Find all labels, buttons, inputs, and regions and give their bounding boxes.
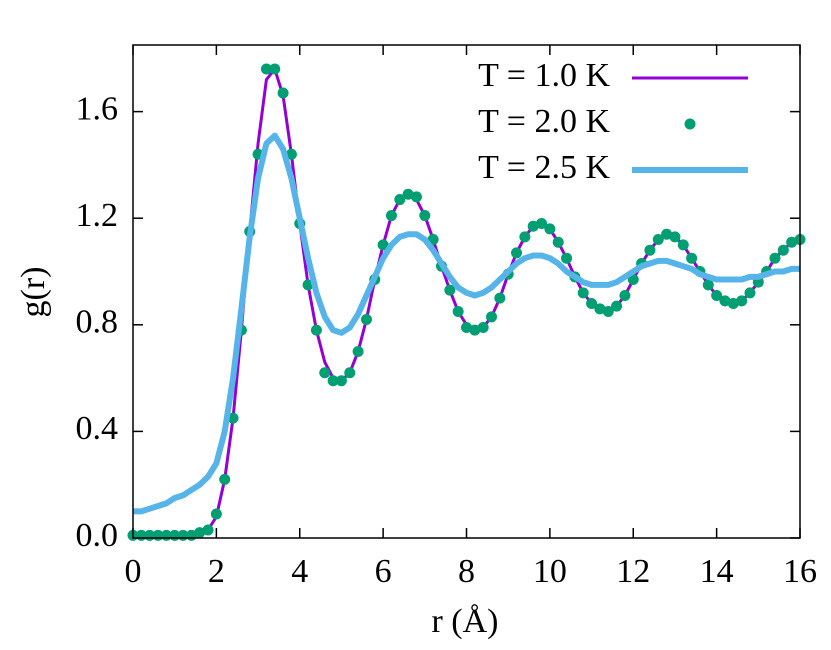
data-point — [511, 247, 523, 259]
legend-marker — [684, 118, 696, 130]
data-point — [310, 324, 322, 336]
data-point — [677, 239, 689, 251]
legend-label: T = 1.0 K — [478, 57, 610, 94]
data-point — [527, 220, 539, 232]
data-point — [661, 228, 673, 240]
data-point — [277, 87, 289, 99]
data-point — [410, 191, 422, 203]
data-line — [133, 67, 801, 537]
x-tick-label: 8 — [458, 553, 475, 590]
x-tick-label: 2 — [208, 553, 225, 590]
x-tick-label: 12 — [616, 553, 650, 590]
data-point — [519, 231, 531, 243]
x-tick-label: 16 — [783, 553, 817, 590]
data-point — [402, 188, 414, 200]
x-tick-label: 6 — [375, 553, 392, 590]
data-point — [577, 287, 589, 299]
data-point — [219, 473, 231, 485]
data-point — [644, 244, 656, 256]
data-point — [269, 63, 281, 75]
y-tick-label: 0.8 — [76, 304, 119, 341]
y-tick-label: 1.2 — [76, 197, 119, 234]
data-line — [133, 132, 800, 515]
legend-label: T = 2.5 K — [478, 149, 610, 186]
data-point — [285, 148, 297, 160]
data-point — [477, 321, 489, 333]
data-point — [210, 508, 222, 520]
x-tick-label: 10 — [533, 553, 567, 590]
y-tick-label: 1.6 — [76, 90, 119, 127]
data-point — [719, 295, 731, 307]
data-point — [711, 289, 723, 301]
data-point — [419, 210, 431, 222]
data-point — [594, 303, 606, 315]
x-axis-label: r (Å) — [431, 603, 498, 640]
data-point — [686, 252, 698, 264]
y-axis-label: g(r) — [15, 267, 52, 318]
x-tick-label: 4 — [291, 553, 308, 590]
data-point — [669, 231, 681, 243]
data-point — [352, 345, 364, 357]
data-point — [786, 236, 798, 248]
y-tick-label: 0.4 — [76, 410, 119, 447]
plot-frame — [132, 44, 801, 539]
data-point — [744, 287, 756, 299]
data-point — [461, 321, 472, 333]
data-point — [377, 239, 389, 251]
data-point — [469, 324, 481, 336]
data-point — [486, 311, 498, 323]
y-tick-label: 0.0 — [76, 517, 119, 554]
data-point — [260, 63, 272, 75]
data-point — [385, 210, 397, 222]
data-point — [777, 244, 789, 256]
data-point — [536, 218, 548, 230]
data-point — [619, 289, 631, 301]
x-tick-label: 14 — [700, 553, 734, 590]
data-point — [344, 367, 356, 379]
data-point — [319, 367, 331, 379]
data-point — [444, 284, 456, 296]
data-point — [327, 375, 339, 387]
data-point — [335, 375, 347, 387]
data-point — [586, 297, 598, 309]
data-point — [552, 236, 564, 248]
data-point — [769, 252, 781, 264]
data-point — [227, 412, 239, 424]
data-point — [727, 297, 739, 309]
data-point — [602, 305, 614, 317]
data-point — [652, 234, 664, 246]
data-point — [561, 252, 573, 264]
data-point — [736, 295, 748, 307]
data-point — [494, 292, 506, 304]
data-point — [544, 223, 556, 235]
data-point — [202, 524, 214, 536]
data-point — [360, 313, 372, 325]
data-point — [194, 527, 206, 539]
data-point — [702, 279, 714, 291]
x-tick-label: 0 — [125, 553, 142, 590]
data-point — [611, 300, 623, 312]
data-point — [452, 305, 464, 317]
legend-label: T = 2.0 K — [478, 103, 610, 140]
data-point — [394, 194, 406, 206]
